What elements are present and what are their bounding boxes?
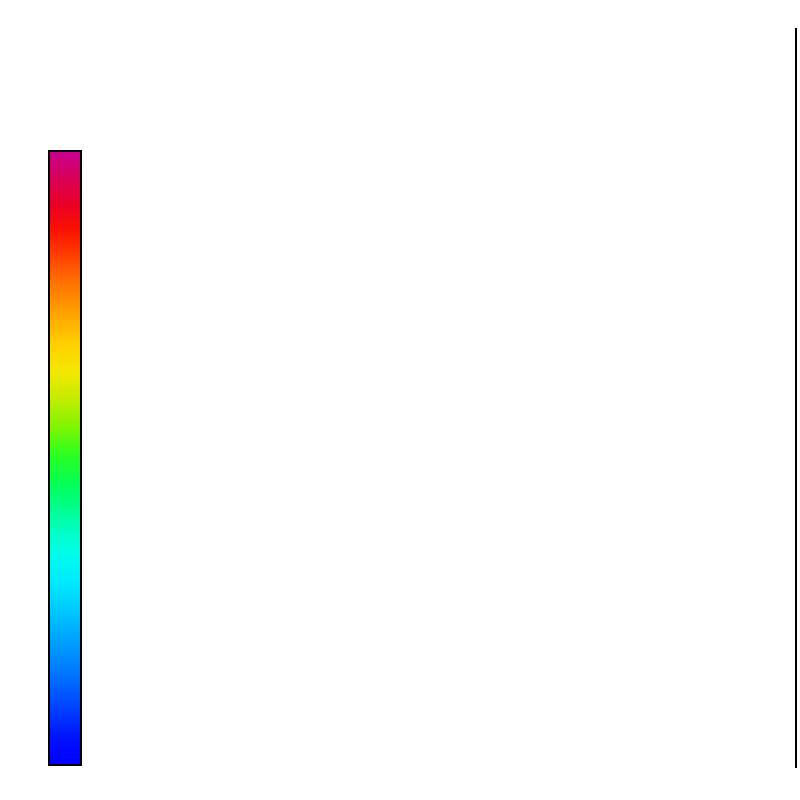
- wind-speed-field-canvas[interactable]: [0, 28, 795, 768]
- colorbar-gradient: [48, 150, 82, 766]
- map-plot-area[interactable]: [0, 28, 797, 768]
- colorbar: [48, 150, 82, 766]
